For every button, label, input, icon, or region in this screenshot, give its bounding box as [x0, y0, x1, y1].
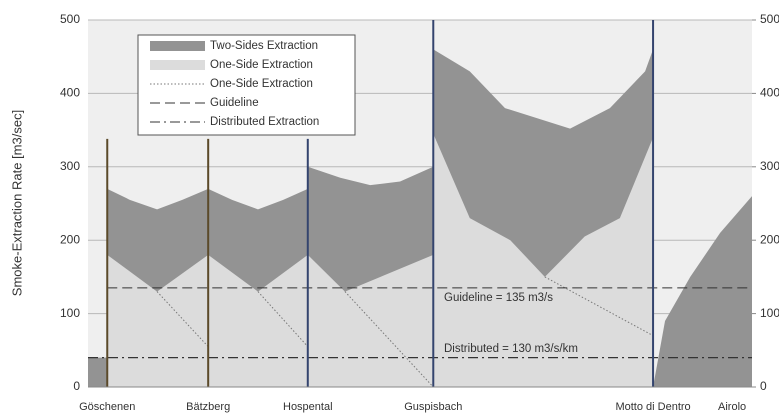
legend-swatch	[150, 60, 205, 70]
legend-label: Two-Sides Extraction	[210, 40, 318, 52]
legend-label: Guideline	[210, 97, 259, 109]
x-tick-label: Motto di Dentro	[615, 401, 690, 413]
area	[107, 133, 654, 387]
y2-tick-label: 200	[760, 232, 779, 246]
x-tick-label: Hospental	[283, 401, 333, 413]
y2-tick-label: 400	[760, 86, 779, 100]
y-tick-label: 100	[60, 306, 80, 320]
y-axis-label: Smoke-Extraction Rate [m3/sec]	[9, 110, 24, 296]
legend-label: One-Side Extraction	[210, 59, 313, 71]
x-tick-label: Bätzberg	[186, 401, 230, 413]
legend: Two-Sides Extraction One-Side Extraction O…	[137, 34, 356, 136]
annotation: Guideline = 135 m3/s	[444, 292, 553, 304]
y-tick-label: 500	[60, 12, 80, 26]
y2-tick-label: 500	[760, 12, 779, 26]
x-tick-label: Göschenen	[79, 401, 135, 413]
y2-tick-label: 100	[760, 306, 779, 320]
y-tick-label: 0	[73, 379, 80, 393]
annotation: Distributed = 130 m3/s/km	[444, 343, 578, 355]
legend-label: Distributed Extraction	[210, 116, 319, 128]
y-tick-label: 300	[60, 159, 80, 173]
x-tick-label: Airolo	[718, 401, 746, 413]
legend-swatch	[150, 41, 205, 51]
legend-box	[137, 34, 356, 136]
y-tick-label: 400	[60, 86, 80, 100]
legend-label: One-Side Extraction	[210, 78, 313, 90]
y-tick-label: 200	[60, 232, 80, 246]
y2-tick-label: 0	[760, 379, 767, 393]
y2-tick-label: 300	[760, 159, 779, 173]
x-tick-label: Guspisbach	[404, 401, 462, 413]
